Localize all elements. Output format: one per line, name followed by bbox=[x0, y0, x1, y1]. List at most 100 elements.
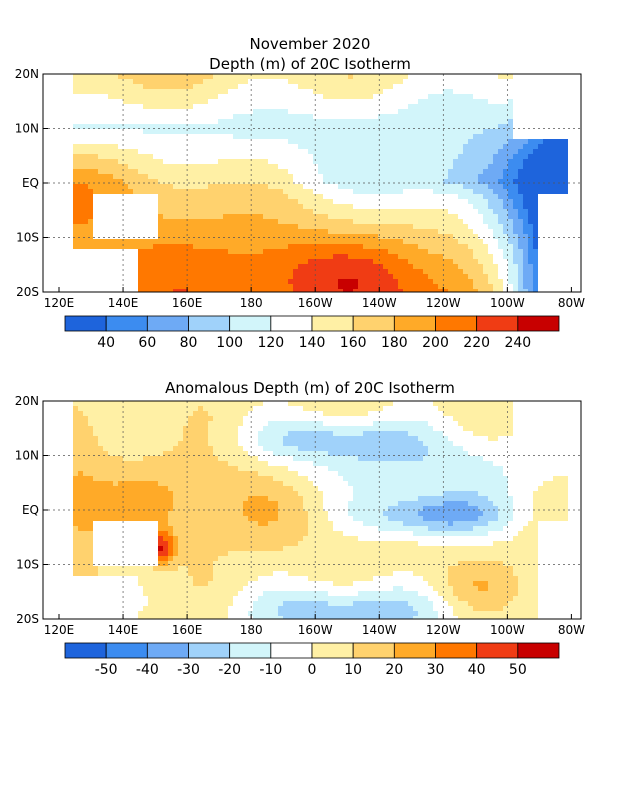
field-cell bbox=[533, 274, 539, 280]
field-cell bbox=[193, 169, 199, 175]
field-cell bbox=[208, 194, 214, 200]
field-cell bbox=[393, 139, 399, 145]
field-cell bbox=[168, 224, 174, 230]
field-cell bbox=[358, 114, 364, 120]
field-cell bbox=[203, 94, 209, 100]
field-cell bbox=[518, 279, 524, 285]
field-cell bbox=[228, 104, 234, 110]
field-cell bbox=[303, 149, 309, 155]
field-cell bbox=[573, 154, 579, 160]
field-cell bbox=[298, 254, 304, 260]
field-cell bbox=[488, 179, 494, 185]
field-cell bbox=[98, 74, 104, 80]
field-cell bbox=[93, 224, 99, 230]
field-cell bbox=[268, 159, 274, 165]
field-cell bbox=[188, 214, 194, 220]
field-cell bbox=[243, 234, 249, 240]
field-cell bbox=[208, 264, 214, 270]
field-cell bbox=[348, 84, 354, 90]
field-cell bbox=[368, 254, 374, 260]
field-cell bbox=[53, 586, 59, 592]
field-cell bbox=[248, 129, 254, 135]
field-cell bbox=[538, 204, 544, 210]
field-cell bbox=[328, 169, 334, 175]
field-cell bbox=[513, 99, 519, 105]
field-cell bbox=[338, 289, 344, 292]
field-cell bbox=[498, 174, 504, 180]
field-cell bbox=[233, 189, 239, 195]
field-cell bbox=[458, 279, 464, 285]
field-cell bbox=[188, 79, 194, 85]
field-cell bbox=[503, 189, 509, 195]
field-cell bbox=[73, 119, 79, 125]
field-cell bbox=[258, 274, 264, 280]
field-cell bbox=[213, 109, 219, 115]
field-cell bbox=[283, 139, 289, 145]
field-cell bbox=[383, 129, 389, 135]
field-cell bbox=[423, 259, 429, 265]
field-cell bbox=[308, 169, 314, 175]
field-cell bbox=[488, 254, 494, 260]
field-cell bbox=[243, 284, 249, 290]
field-cell bbox=[123, 264, 129, 270]
field-cell bbox=[83, 179, 89, 185]
field-cell bbox=[78, 274, 84, 280]
field-cell bbox=[83, 104, 89, 110]
field-cell bbox=[438, 99, 444, 105]
field-cell bbox=[168, 159, 174, 165]
field-cell bbox=[578, 254, 581, 260]
field-cell bbox=[268, 134, 274, 140]
field-cell bbox=[508, 79, 514, 85]
field-cell bbox=[313, 229, 319, 235]
field-cell bbox=[128, 169, 134, 175]
field-cell bbox=[293, 194, 299, 200]
field-cell bbox=[118, 84, 124, 90]
field-cell bbox=[568, 199, 574, 205]
field-cell bbox=[53, 124, 59, 130]
field-cell bbox=[308, 99, 314, 105]
colorbar-swatch bbox=[435, 315, 478, 332]
field-cell bbox=[58, 204, 64, 210]
field-cell bbox=[78, 144, 84, 150]
field-cell bbox=[383, 139, 389, 145]
field-cell bbox=[418, 214, 424, 220]
field-cell bbox=[208, 89, 214, 95]
field-cell bbox=[423, 119, 429, 125]
field-cell bbox=[83, 194, 89, 200]
field-cell bbox=[103, 74, 109, 80]
field-cell bbox=[163, 109, 169, 115]
field-cell bbox=[123, 254, 129, 260]
field-cell bbox=[403, 259, 409, 265]
field-cell bbox=[283, 219, 289, 225]
field-cell bbox=[533, 199, 539, 205]
field-cell bbox=[293, 79, 299, 85]
field-cell bbox=[68, 244, 74, 250]
field-cell bbox=[43, 139, 49, 145]
field-cell bbox=[93, 89, 99, 95]
field-cell bbox=[68, 114, 74, 120]
field-cell bbox=[463, 174, 469, 180]
field-cell bbox=[138, 84, 144, 90]
field-cell bbox=[178, 199, 184, 205]
field-cell bbox=[288, 239, 294, 245]
field-cell bbox=[513, 179, 519, 185]
field-cell bbox=[138, 234, 144, 240]
field-cell bbox=[418, 239, 424, 245]
field-cell bbox=[243, 264, 249, 270]
field-cell bbox=[193, 229, 199, 235]
field-cell bbox=[88, 109, 94, 115]
field-cell bbox=[58, 219, 64, 225]
field-cell bbox=[348, 94, 354, 100]
field-cell bbox=[278, 74, 284, 80]
field-cell bbox=[323, 194, 329, 200]
field-cell bbox=[143, 149, 149, 155]
field-cell bbox=[518, 194, 524, 200]
field-cell bbox=[508, 204, 514, 210]
field-cell bbox=[253, 154, 259, 160]
field-cell bbox=[573, 109, 579, 115]
field-cell bbox=[278, 219, 284, 225]
field-cell bbox=[453, 99, 459, 105]
field-cell bbox=[453, 199, 459, 205]
field-cell bbox=[183, 89, 189, 95]
field-cell bbox=[58, 541, 64, 547]
